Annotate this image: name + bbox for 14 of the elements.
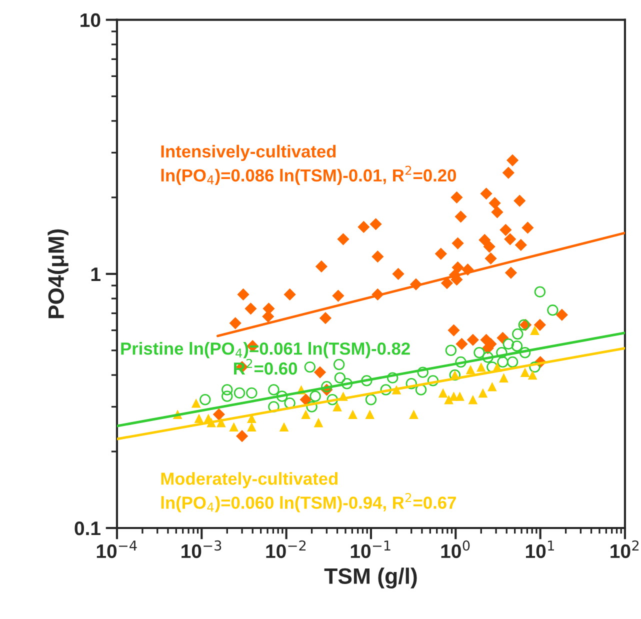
x-tick-label: 10$^{2}$ — [610, 540, 639, 558]
y-tick-label: 0.1 — [74, 521, 100, 536]
y-axis-title: PO4(μM) — [48, 229, 68, 318]
x-tick-label: 10$^{−1}$ — [350, 540, 390, 558]
x-tick-label: 10$^{−3}$ — [182, 540, 222, 558]
y-tick-label: 10 — [80, 13, 100, 28]
x-tick-label: 10$^{−2}$ — [266, 540, 306, 558]
annotation: Intensively-cultivated ln(PO$_{4}$)=0.086 ln(TSM)-0.01, R$^{2}$=0.20 — [161, 144, 456, 186]
y-tick-label: 1 — [91, 268, 100, 281]
x-tick-label: 10$^{−4}$ — [96, 540, 137, 558]
annotation: Moderately-cultivated ln(PO$_{4}$)=0.060 ln(TSM)-0.94, R$^{2}$=0.67 — [161, 472, 456, 512]
x-tick-label: 10$^{0}$ — [441, 540, 470, 558]
x-tick-label: 10$^{1}$ — [526, 540, 554, 558]
x-axis-title: TSM (g/l) — [324, 568, 417, 588]
